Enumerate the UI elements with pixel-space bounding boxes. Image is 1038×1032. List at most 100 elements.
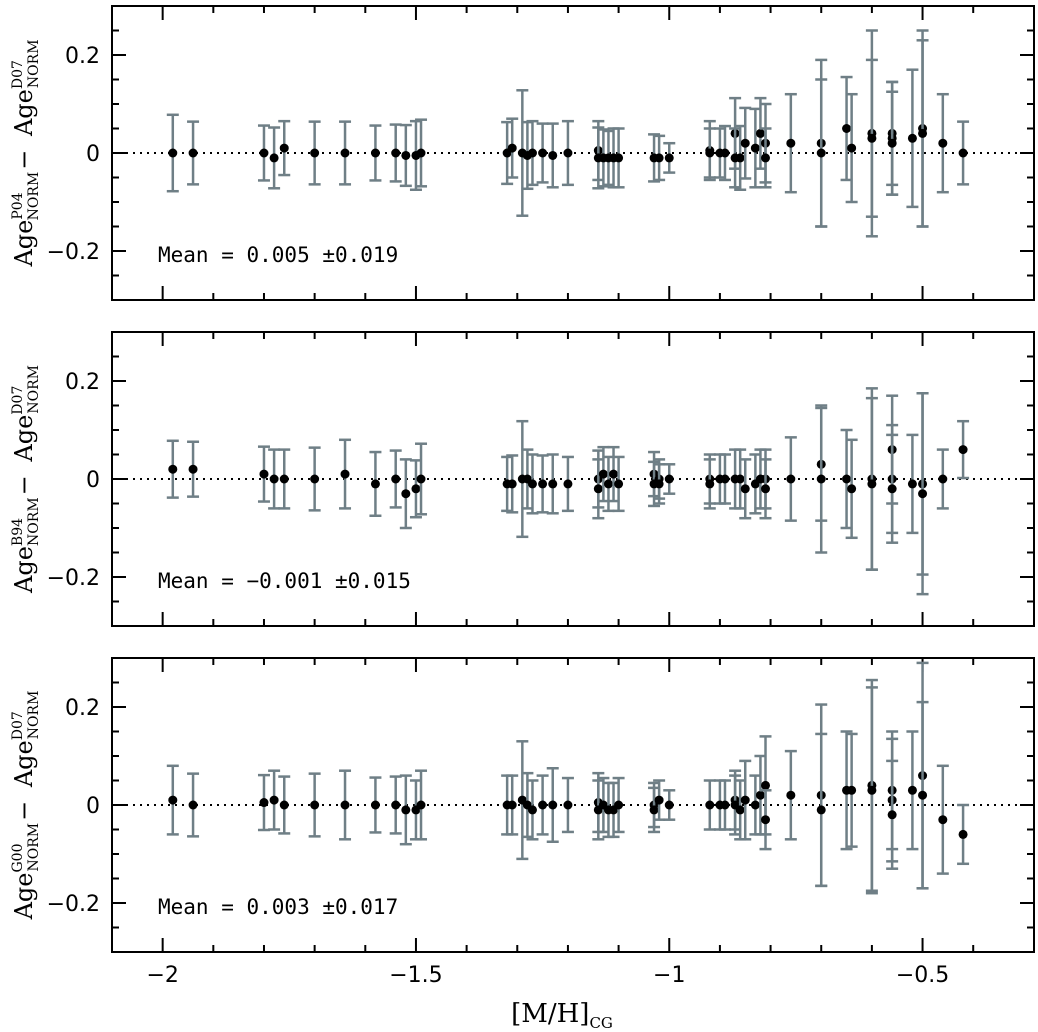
data-point (654, 795, 664, 805)
x-tick-label: −1 (653, 963, 685, 988)
data-point (188, 464, 198, 474)
data-point (750, 143, 760, 153)
data-point (259, 798, 269, 808)
data-point (907, 133, 917, 143)
data-point (401, 489, 411, 499)
data-point (664, 800, 674, 810)
data-point (401, 150, 411, 160)
data-point (847, 484, 857, 494)
data-point (391, 800, 401, 810)
data-point (918, 790, 928, 800)
data-point (593, 484, 603, 494)
data-point (310, 474, 320, 484)
data-point (188, 148, 198, 158)
data-point (401, 805, 411, 815)
panel-3-mean: Mean = 0.003 ±0.017 (158, 895, 398, 919)
data-point (907, 479, 917, 489)
data-point (563, 800, 573, 810)
data-point (609, 469, 619, 479)
data-point (755, 790, 765, 800)
data-point (340, 469, 350, 479)
data-point (847, 785, 857, 795)
data-point (842, 474, 852, 484)
data-point (603, 479, 613, 489)
panel-3-ylabel-minus: − (10, 793, 38, 821)
panel-1-mean: Mean = 0.005 ±0.019 (158, 243, 398, 267)
data-point (416, 474, 426, 484)
data-point (538, 148, 548, 158)
panel-2: −0.200.2 Mean = −0.001 ±0.015 AgeB94NORM… (10, 331, 1035, 627)
data-point (887, 138, 897, 148)
data-point (507, 479, 517, 489)
data-point (786, 790, 796, 800)
data-point (816, 148, 826, 158)
y-tick-label: −0.2 (47, 566, 100, 591)
data-point (761, 815, 771, 825)
panel-1-ylabel-b-sub: NORM (26, 39, 42, 88)
data-point (563, 148, 573, 158)
data-point (887, 810, 897, 820)
data-point (259, 148, 269, 158)
data-point (310, 800, 320, 810)
data-point (269, 474, 279, 484)
panel-3-ylabel-a-sub: NORM (26, 823, 42, 872)
data-point (527, 805, 537, 815)
data-point (563, 479, 573, 489)
data-point (907, 785, 917, 795)
data-point (735, 474, 745, 484)
x-tick-label: −1.5 (389, 963, 442, 988)
data-point (654, 153, 664, 163)
data-point (867, 133, 877, 143)
data-point (416, 800, 426, 810)
data-point (918, 489, 928, 499)
data-point (527, 148, 537, 158)
data-point (614, 479, 624, 489)
data-point (958, 829, 968, 839)
data-point (507, 143, 517, 153)
data-point (614, 800, 624, 810)
data-point (310, 148, 320, 158)
data-point (168, 148, 178, 158)
panel-2-ylabel-b: Age (10, 415, 38, 463)
data-point (391, 148, 401, 158)
panel-3-plot: −0.2 0 0.2 (47, 657, 1034, 953)
data-point (918, 128, 928, 138)
data-point (740, 484, 750, 494)
data-point (391, 474, 401, 484)
panel-3-ylabel-b: Age (10, 740, 38, 788)
data-point (720, 474, 730, 484)
panel-1-ylabel-b-sup: D07 (10, 60, 26, 89)
x-axis-label: [M/H]CG (511, 999, 613, 1032)
data-point (370, 479, 380, 489)
y-tick-label: 0 (86, 468, 100, 493)
panel-1-ylabel-a: Age (10, 220, 38, 268)
data-point (168, 795, 178, 805)
data-point (720, 148, 730, 158)
data-point (958, 445, 968, 455)
data-point (664, 153, 674, 163)
data-point (887, 484, 897, 494)
data-point (750, 800, 760, 810)
panel-2-ylabel-b-sup: D07 (10, 386, 26, 415)
panel-2-ylabel: AgeB94NORM− AgeD07NORM (10, 365, 42, 594)
data-point (507, 800, 517, 810)
data-point (340, 148, 350, 158)
data-point (664, 474, 674, 484)
panel-2-ylabel-a-sub: NORM (26, 497, 42, 546)
data-point (720, 800, 730, 810)
data-point (370, 800, 380, 810)
data-point (411, 484, 421, 494)
y-tick-label: −0.2 (47, 240, 100, 265)
panel-3-ylabel-b-sup: D07 (10, 711, 26, 740)
data-point (548, 800, 558, 810)
x-tick-label: −0.5 (896, 963, 949, 988)
data-point (755, 128, 765, 138)
data-point (269, 153, 279, 163)
data-point (842, 124, 852, 133)
data-point (761, 780, 771, 790)
data-point (786, 474, 796, 484)
x-tick-label: −2 (146, 963, 178, 988)
panel-1-ylabel-b: Age (10, 89, 38, 137)
data-point (548, 150, 558, 160)
panel-3-ylabel-a: Age (10, 873, 38, 921)
